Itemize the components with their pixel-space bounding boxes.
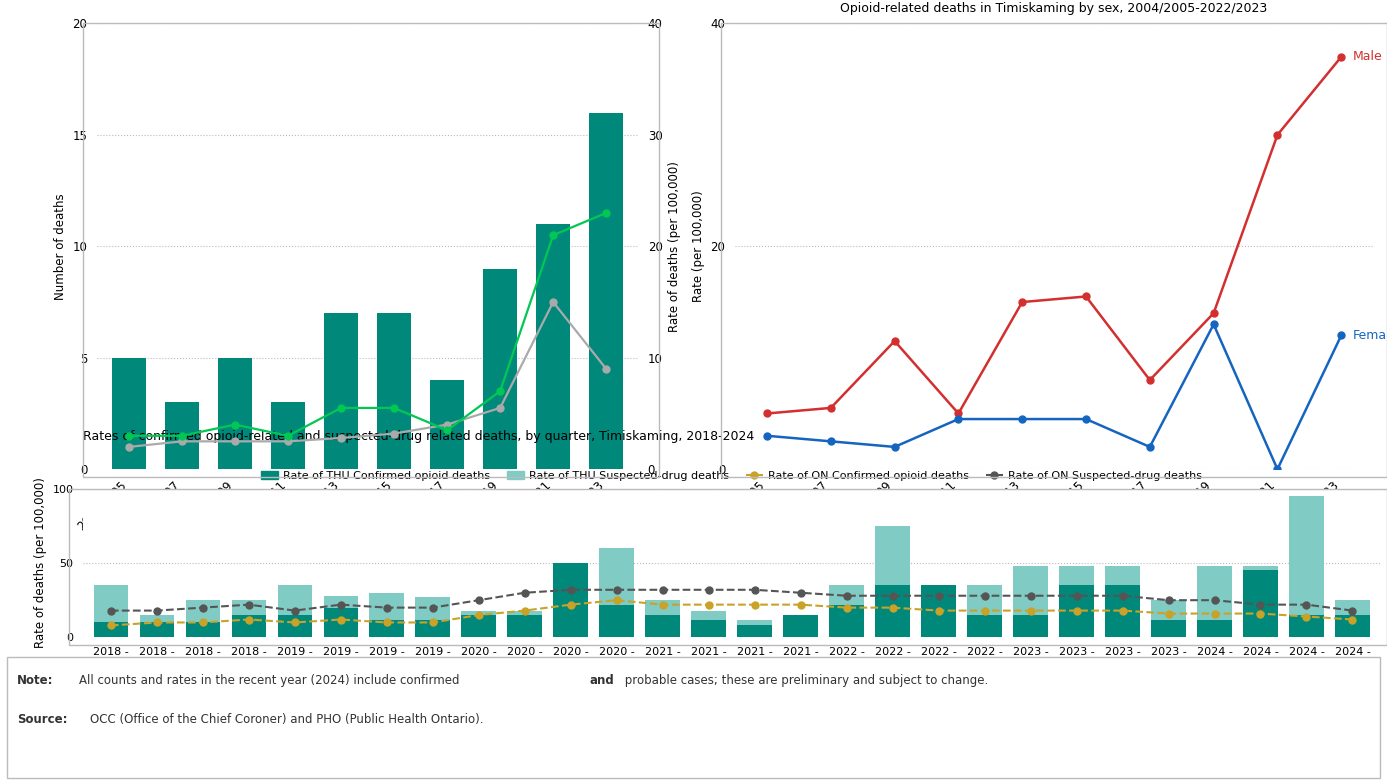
Text: Note:: Note: [17,674,53,687]
Bar [369,593,404,637]
Bar [1060,585,1094,637]
Bar [1060,566,1094,637]
Bar [1014,566,1047,637]
Bar [875,585,910,637]
Y-axis label: Rate of deaths (per 100,000): Rate of deaths (per 100,000) [669,161,681,332]
Bar [1105,566,1140,637]
Bar [93,622,128,637]
Y-axis label: Number of deaths: Number of deaths [54,193,67,300]
Bar [645,601,680,637]
Bar [1336,615,1370,637]
Bar [186,601,221,637]
Bar [1197,619,1232,637]
Bar [967,585,1001,637]
Bar [691,619,725,637]
Bar [218,357,252,469]
Bar [232,601,266,637]
Text: probable cases; these are preliminary and subject to change.: probable cases; these are preliminary an… [621,674,989,687]
Bar [323,313,358,469]
Bar [416,597,449,637]
Bar [416,619,449,637]
Bar [140,615,173,637]
Bar [93,585,128,637]
Bar [377,313,412,469]
Bar [270,402,305,469]
Bar [553,563,588,637]
Bar [738,626,773,637]
Bar [112,357,146,469]
Bar [462,615,497,637]
Bar [1197,566,1232,637]
Bar [1105,585,1140,637]
Bar [784,615,818,637]
Bar [140,622,173,637]
Bar [1151,619,1186,637]
Y-axis label: Rate of deaths (per 100,000): Rate of deaths (per 100,000) [33,478,47,648]
Bar [599,548,634,637]
Bar [1290,615,1323,637]
Text: Male: Male [1352,50,1381,63]
Text: and: and [589,674,614,687]
Bar [430,380,465,469]
Text: OCC (Office of the Chief Coroner) and PHO (Public Health Ontario).: OCC (Office of the Chief Coroner) and PH… [90,713,484,726]
Y-axis label: Rate (per 100,000): Rate (per 100,000) [692,191,705,302]
Bar [691,611,725,637]
Bar [323,608,358,637]
Bar [875,526,910,637]
Bar [921,585,956,637]
Bar [369,619,404,637]
Bar [1290,496,1323,637]
Bar [483,268,517,469]
Bar [232,615,266,637]
Bar [967,615,1001,637]
Text: All counts and rates in the recent year (2024) include confirmed: All counts and rates in the recent year … [79,674,463,687]
Bar [1243,571,1277,637]
Text: Rates of confirmed opioid-related and suspected-drug related deaths, by quarter,: Rates of confirmed opioid-related and su… [83,430,755,443]
Bar [1243,566,1277,637]
Bar [921,585,956,637]
Bar [323,596,358,637]
Bar [784,619,818,637]
Bar [277,585,312,637]
Text: Source:: Source: [17,713,67,726]
Bar [508,611,542,637]
Bar [277,615,312,637]
Title: Opioid-related deaths in Timiskaming by sex, 2004/2005-2022/2023: Opioid-related deaths in Timiskaming by … [841,2,1268,16]
Text: Female: Female [1352,329,1387,342]
Bar [508,615,542,637]
Bar [1151,601,1186,637]
Bar [738,619,773,637]
Bar [599,604,634,637]
Bar [589,113,623,469]
Bar [462,611,497,637]
Bar [829,585,864,637]
Bar [165,402,200,469]
Bar [829,604,864,637]
Bar [553,566,588,637]
Bar [186,622,221,637]
Legend: Rate of THU Confirmed opioid deaths, Rate of THU Suspected-drug deaths, Rate of : Rate of THU Confirmed opioid deaths, Rat… [257,466,1207,485]
Bar [645,615,680,637]
Bar [535,224,570,469]
Bar [1014,615,1047,637]
Bar [1336,601,1370,637]
